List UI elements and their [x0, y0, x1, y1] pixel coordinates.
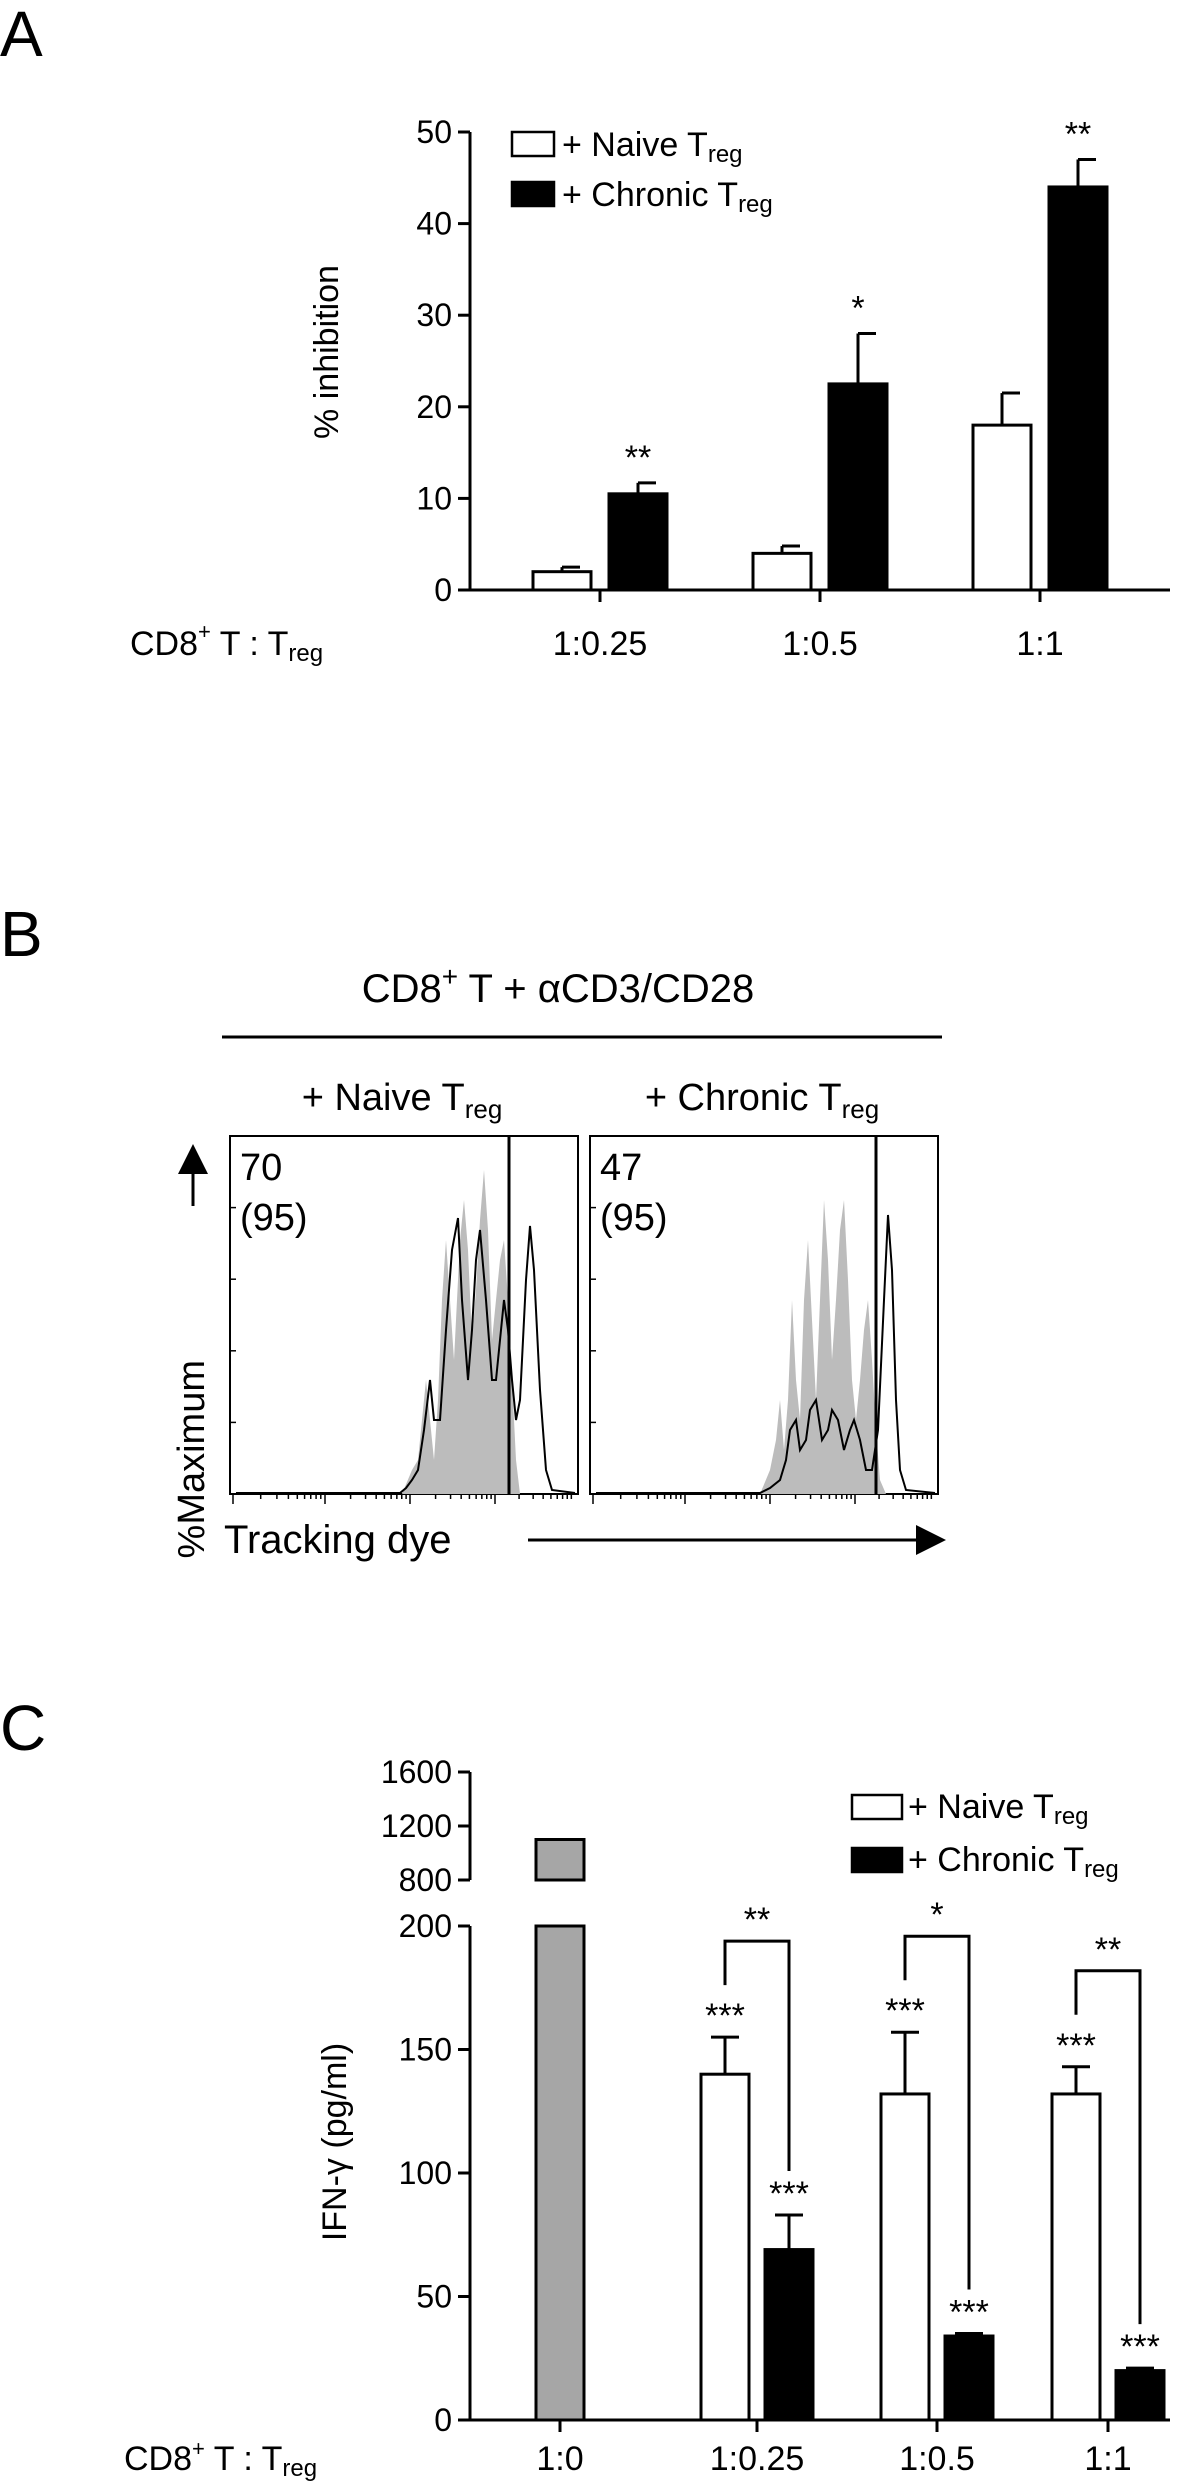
chart-a-ytick-label: 50 [416, 114, 452, 150]
chart-c-ytick-label: 200 [399, 1908, 452, 1944]
histogram-naive-control [402, 1170, 520, 1494]
chart-c-bar-chronic [943, 2334, 995, 2422]
chart-c-bar-chronic [763, 2248, 815, 2422]
panel-label-c: C [0, 1692, 46, 1764]
legend-a-chronic-label: + Chronic Treg [562, 176, 773, 218]
chart-a-bar-chronic [827, 382, 889, 592]
legend-a-chronic-swatch [510, 180, 556, 208]
chart-c-bar-chronic [1114, 2369, 1166, 2422]
chart-c-xtick-label: 1:0.25 [710, 2440, 805, 2478]
histogram-chronic-pct-ctrl: (95) [600, 1197, 668, 1239]
chart-c-bar-naive [1050, 2092, 1102, 2422]
chart-a-ytick-label: 40 [416, 206, 452, 242]
chart-a-ylabel: % inhibition [308, 265, 346, 439]
chart-c-significance: *** [885, 1992, 925, 2030]
chart-c-xlabel: CD8+ T : Treg [124, 2436, 317, 2482]
chart-c-bracket-significance: * [930, 1896, 943, 1934]
chart-c-ytick-label: 1600 [381, 1754, 452, 1790]
legend-c-naive-swatch [850, 1793, 904, 1821]
legend-c-chronic-swatch [850, 1846, 904, 1874]
chart-c-xtick-label: 1:1 [1084, 2440, 1131, 2478]
chart-c-significance: *** [769, 2175, 809, 2213]
chart-c-y-axis: 0 50 100 150 200 800 1200 1600 [381, 1754, 1170, 2438]
histogram-chronic-sample [596, 1214, 936, 1494]
chart-c-bar-naive [699, 2072, 751, 2422]
chart-b-header-chronic: + Chronic Treg [645, 1077, 879, 1124]
chart-c-ytick-label: 0 [434, 2402, 452, 2438]
chart-a-x-axis: 1:0.25 1:0.5 1:1 [553, 590, 1064, 663]
chart-c-ytick-label: 50 [416, 2279, 452, 2315]
chart-c-significance: *** [949, 2294, 989, 2332]
chart-b-header-naive: + Naive Treg [302, 1077, 503, 1124]
chart-a-significance: ** [1065, 115, 1091, 153]
legend-c-chronic-label: + Chronic Treg [908, 1841, 1119, 1883]
chart-a-ytick-label: 20 [416, 389, 452, 425]
chart-c-comparison-bracket [723, 1939, 791, 2171]
chart-a-bar-chronic [1047, 185, 1109, 592]
chart-c-bracket-significance: ** [1095, 1931, 1121, 1969]
chart-c-comparison-bracket [1074, 1969, 1142, 2325]
chart-c-bar-control [534, 1924, 586, 2422]
panel-label-a: A [0, 0, 43, 70]
chart-b: CD8+ T + αCD3/CD28 + Naive Treg + Chroni… [171, 961, 946, 1562]
chart-b-ylabel: %Maximum [171, 1360, 213, 1558]
chart-c-bars: ******************** *** [534, 1838, 1166, 2422]
histogram-naive-pct: 70 [240, 1147, 282, 1189]
chart-c-ytick-label: 800 [399, 1862, 452, 1898]
chart-a-xlabel: CD8+ T : Treg [130, 619, 323, 667]
chart-a-significance: ** [625, 439, 651, 477]
chart-c-bar-control [534, 1838, 586, 1882]
histogram-chronic-frame [589, 1135, 939, 1495]
chart-a-ytick-label: 10 [416, 480, 452, 516]
chart-b-xlabel: Tracking dye [224, 1518, 452, 1562]
histogram-naive-sample [236, 1217, 576, 1494]
chart-c-bracket-significance: ** [744, 1901, 770, 1939]
chart-c-significance: *** [1056, 2027, 1096, 2065]
legend-a-naive-label: + Naive Treg [562, 126, 743, 168]
chart-b-xticks [230, 1206, 933, 1504]
legend-a-naive-swatch [510, 130, 556, 158]
chart-c-comparison-bracket [903, 1934, 971, 2290]
panel-label-b: B [0, 898, 43, 970]
chart-a-bar-naive [531, 570, 593, 592]
chart-a-bar-naive [751, 551, 813, 592]
histogram-naive-frame [229, 1135, 579, 1495]
chart-c-ytick-label: 1200 [381, 1808, 452, 1844]
legend-c-naive-label: + Naive Treg [908, 1788, 1089, 1830]
chart-a-bar-chronic [607, 492, 669, 592]
chart-a-ytick-label: 30 [416, 297, 452, 333]
histogram-naive-pct-ctrl: (95) [240, 1197, 308, 1239]
chart-a-significance: * [851, 290, 864, 328]
chart-a-bar-naive [971, 423, 1033, 592]
chart-c-significance: *** [1120, 2328, 1160, 2366]
chart-c-x-axis: 1:0 1:0.25 1:0.5 1:1 [536, 2420, 1132, 2478]
chart-b-title: CD8+ T + αCD3/CD28 [362, 961, 755, 1011]
chart-c-ytick-label: 150 [399, 2032, 452, 2068]
chart-c-ytick-label: 100 [399, 2155, 452, 2191]
histogram-chronic-pct: 47 [600, 1147, 642, 1189]
chart-c-xtick-label: 1:0 [536, 2440, 583, 2478]
chart-a-xtick-label: 1:0.25 [553, 625, 648, 663]
chart-c-bar-naive [879, 2092, 931, 2422]
chart-c-xtick-label: 1:0.5 [899, 2440, 975, 2478]
chart-a-xtick-label: 1:0.5 [782, 625, 858, 663]
chart-a-bars: ***** [531, 115, 1109, 592]
chart-a-xtick-label: 1:1 [1016, 625, 1063, 663]
chart-c-ylabel: IFN-γ (pg/ml) [316, 2043, 354, 2241]
chart-a-ytick-label: 0 [434, 572, 452, 608]
chart-c-significance: *** [705, 1997, 745, 2035]
